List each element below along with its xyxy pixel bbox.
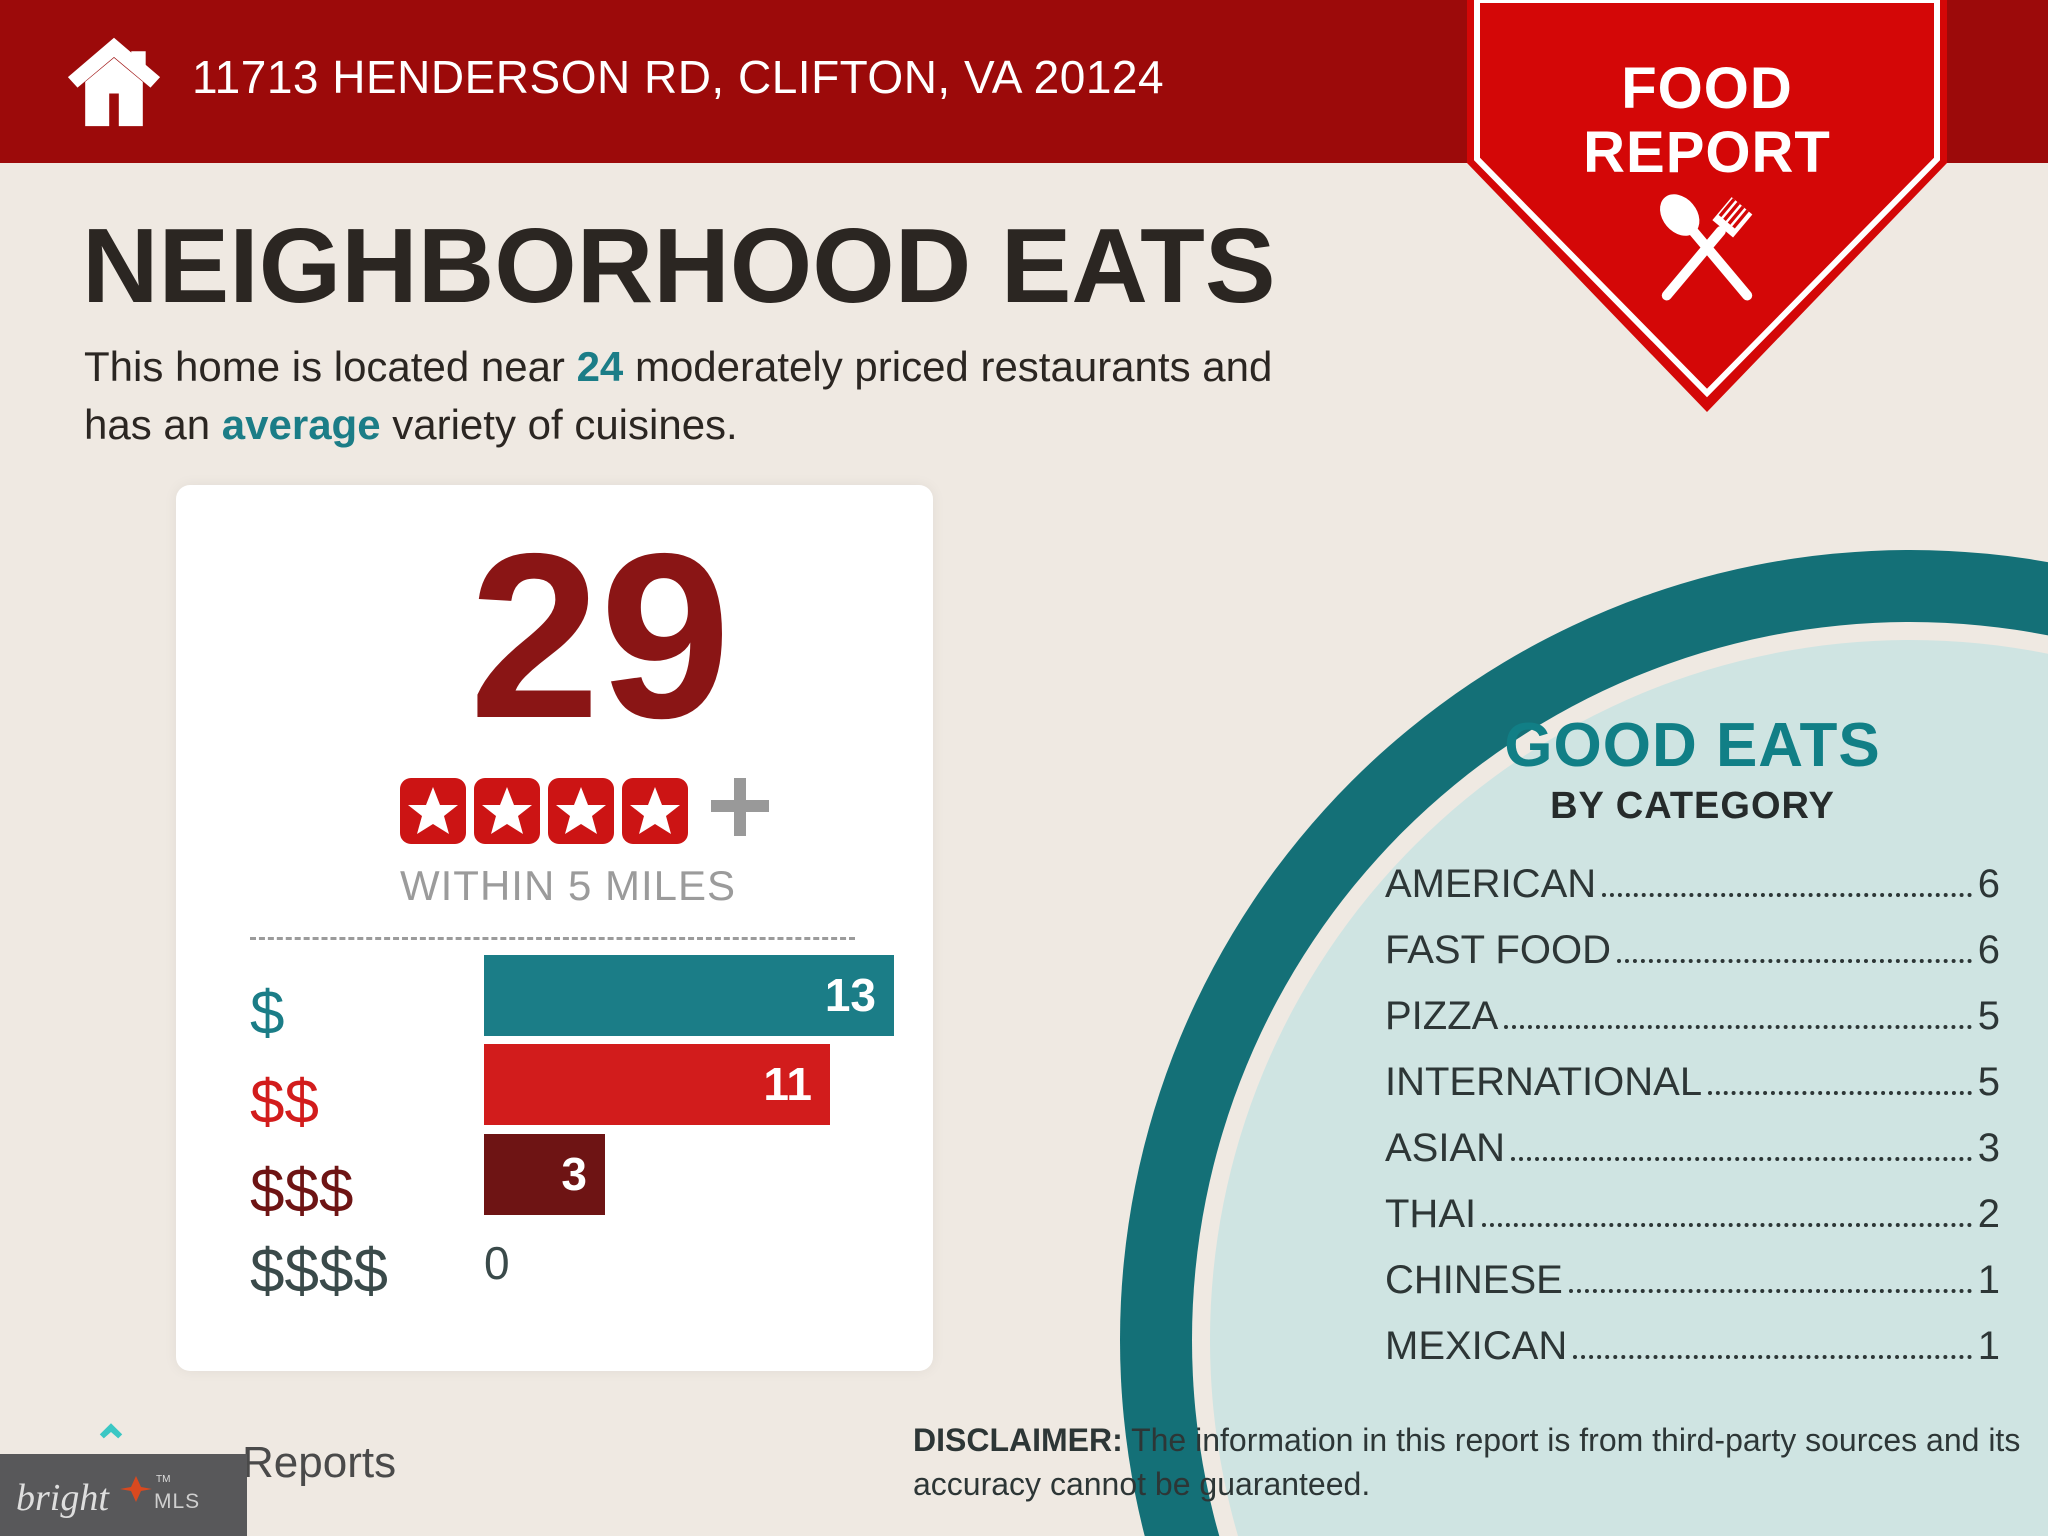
svg-text:bright: bright: [16, 1477, 110, 1519]
svg-text:REPORT: REPORT: [1583, 120, 1831, 185]
svg-text:TM: TM: [156, 1474, 170, 1485]
svg-text:MLS: MLS: [154, 1490, 200, 1513]
svg-text:FOOD: FOOD: [1621, 56, 1793, 121]
